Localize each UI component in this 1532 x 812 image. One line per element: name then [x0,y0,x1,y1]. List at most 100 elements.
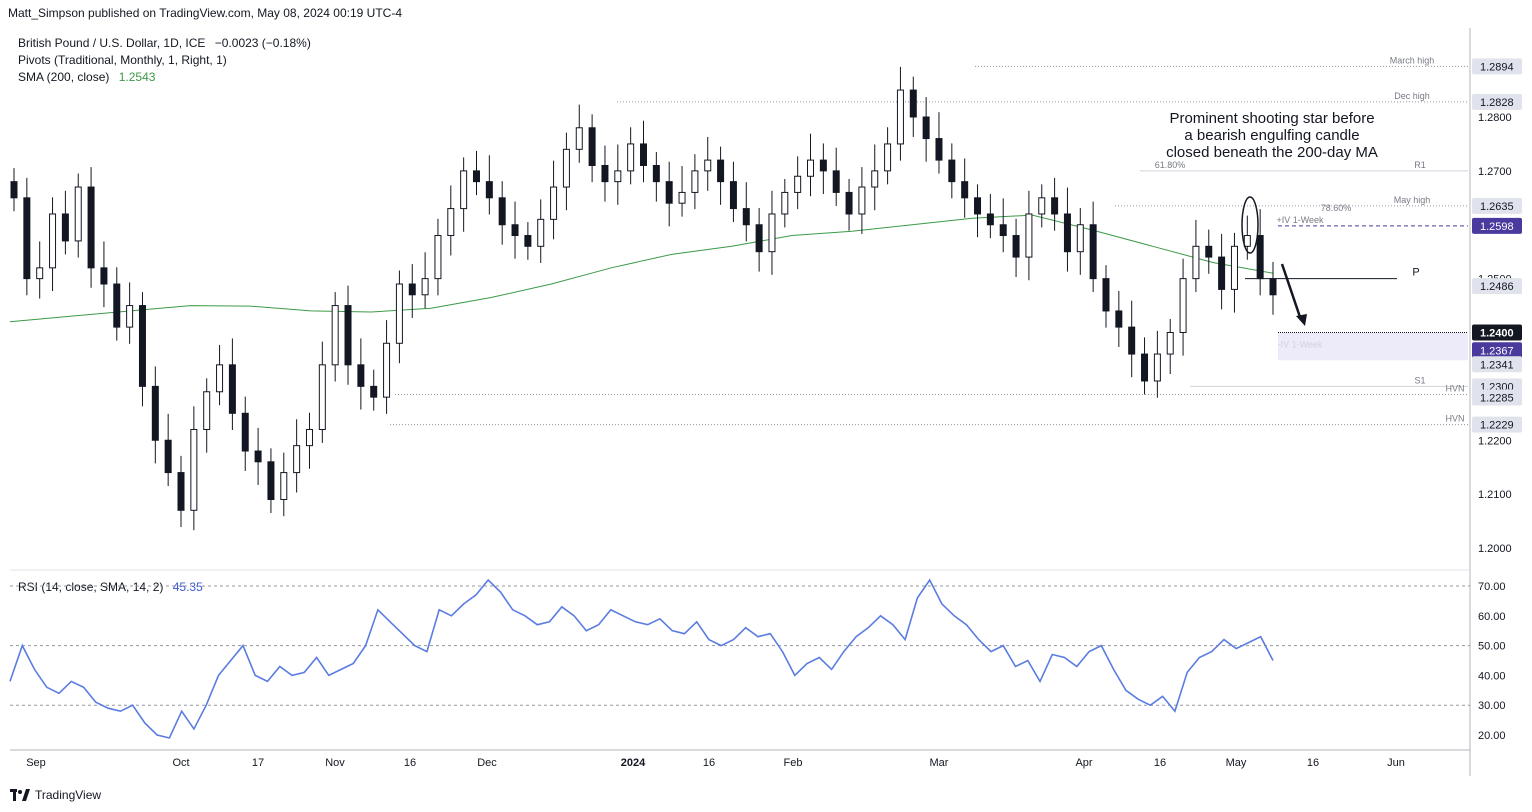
candle-body [472,170,480,183]
candle-body [1179,278,1187,333]
candle-body [896,89,904,145]
candle-body [704,159,712,172]
price-badge [1472,217,1522,234]
time-tick-label: Mar [930,757,949,769]
candle-body [10,181,18,199]
candle-body [138,305,146,387]
candle-body [1256,235,1264,280]
candle-body [986,213,994,226]
candle-body [74,186,82,242]
candle-body [1230,245,1238,290]
candle-body [884,143,892,172]
candle-body [113,283,121,328]
candle-body [1063,213,1071,253]
time-tick-label: 2024 [621,757,646,769]
candle-body [36,267,44,280]
candle-body [1128,326,1136,355]
time-tick-label: 16 [1307,757,1319,769]
candle-body [871,170,879,188]
price-badge [1472,278,1522,295]
level-label: R1 [1414,160,1426,170]
candle-body [1205,245,1213,258]
candle-body [318,364,326,430]
candle-body [305,428,313,447]
level-label: May high [1394,195,1431,205]
candle-body [665,181,673,204]
candle-body [434,235,442,280]
candle-body [293,445,301,474]
rsi-legend[interactable]: RSI (14, close, SMA, 14, 2) 45.35 [18,580,203,594]
rsi-label: RSI (14, close, SMA, 14, 2) [18,580,164,594]
candle-body [151,385,159,441]
sma-200-line [9,214,1274,323]
candle-body [768,213,776,253]
time-tick-label: Feb [784,757,803,769]
pivots-label: Pivots (Traditional, Monthly, 1, Right, … [18,53,227,67]
candle-body [511,224,519,237]
candle-body [203,391,211,430]
candle-body [858,186,866,215]
published-header: Matt_Simpson published on TradingView.co… [8,6,402,20]
price-badge-label: 1.2598 [1480,221,1514,233]
candle-body [1089,224,1097,280]
candle-body [845,191,853,215]
rsi-value: 45.35 [172,580,203,594]
price-badge-label: 1.2285 [1480,392,1514,404]
candle-body [357,364,365,387]
candle-body [100,267,108,285]
candle-body [49,213,57,269]
sma-value: 1.2543 [118,70,156,84]
candle-body [228,364,236,414]
candle-body [177,472,185,511]
sma-label: SMA (200, close) [18,70,110,84]
price-badge [1472,389,1522,406]
candle-body [164,439,172,474]
sma-legend[interactable]: SMA (200, close) 1.2543 [18,70,155,84]
candle-body [794,175,802,193]
price-badge-label: 1.2486 [1480,281,1514,293]
symbol-legend[interactable]: British Pound / U.S. Dollar, 1D, ICE −0.… [18,36,311,50]
candle-body [460,170,468,210]
candle-body [922,116,930,140]
tradingview-footer[interactable]: TradingView [10,788,101,802]
candle-body [614,170,622,183]
price-tick-label: 1.2200 [1478,435,1512,447]
time-tick-label: Sep [26,757,46,769]
candle-body [1025,213,1033,258]
candle-body [61,213,69,242]
candle-body [1076,224,1084,253]
price-tick-label: 1.2800 [1478,112,1512,124]
price-badge [1472,356,1522,373]
candle-body [524,235,532,247]
candle-body [909,89,917,118]
candle-body [755,224,763,253]
price-tick-label: 1.2000 [1478,543,1512,555]
pivots-legend[interactable]: Pivots (Traditional, Monthly, 1, Right, … [18,53,227,67]
candle-body [999,224,1007,237]
candle-body [395,283,403,344]
candle-body [1166,332,1174,355]
price-badge [1472,416,1522,433]
iv-band [1278,332,1468,361]
down-arrow-shaft [1280,263,1303,321]
candle-body [408,283,416,296]
candle-body [652,164,660,183]
candle-body [935,138,943,161]
price-badge-label: 1.2635 [1480,201,1514,213]
candle-body [819,159,827,172]
candle-body [1051,197,1059,215]
rsi-tick-label: 50.00 [1478,641,1506,653]
candle-body [948,159,956,183]
rsi-tick-label: 20.00 [1478,730,1506,742]
candle-body [280,472,288,501]
annotation-line-3: closed beneath the 200-day MA [1166,144,1378,161]
time-tick-label: Dec [477,757,497,769]
candle-body [254,450,262,463]
rsi-tick-label: 40.00 [1478,670,1506,682]
candle-body [640,143,647,166]
candle-body [562,148,570,188]
level-label: 61.80% [1155,160,1186,170]
rsi-line [9,578,1274,739]
candle-body [23,197,31,280]
